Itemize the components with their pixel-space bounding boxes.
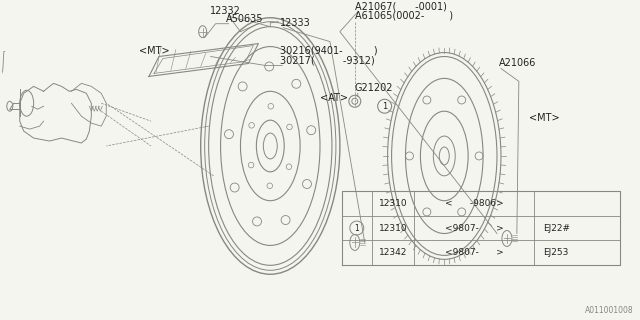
Text: 12310: 12310	[379, 224, 408, 233]
Text: A61065(0002-        ): A61065(0002- )	[355, 11, 453, 21]
Text: EJ253: EJ253	[543, 248, 569, 257]
Text: 30217(         -9312): 30217( -9312)	[280, 55, 375, 66]
Text: <AT>: <AT>	[320, 93, 348, 103]
Text: 30216(9401-          ): 30216(9401- )	[280, 45, 378, 56]
Text: G21202: G21202	[355, 83, 394, 93]
Text: 12342: 12342	[379, 248, 407, 257]
Text: A21067(      -0001): A21067( -0001)	[355, 2, 447, 12]
Text: 12333: 12333	[280, 18, 311, 28]
Text: 1: 1	[382, 102, 387, 111]
Text: A011001008: A011001008	[584, 306, 633, 315]
Text: <MT>: <MT>	[529, 113, 559, 123]
Text: 12310: 12310	[379, 199, 408, 208]
Text: <9807-      >: <9807- >	[445, 248, 504, 257]
Text: <MT>: <MT>	[139, 45, 170, 56]
Text: EJ22#: EJ22#	[543, 224, 570, 233]
Text: <      -9806>: < -9806>	[445, 199, 504, 208]
Text: A21066: A21066	[499, 59, 536, 68]
Text: 12332: 12332	[210, 6, 241, 16]
Text: 1: 1	[355, 224, 359, 233]
Text: A50635: A50635	[225, 14, 263, 24]
Text: <9807-      >: <9807- >	[445, 224, 504, 233]
